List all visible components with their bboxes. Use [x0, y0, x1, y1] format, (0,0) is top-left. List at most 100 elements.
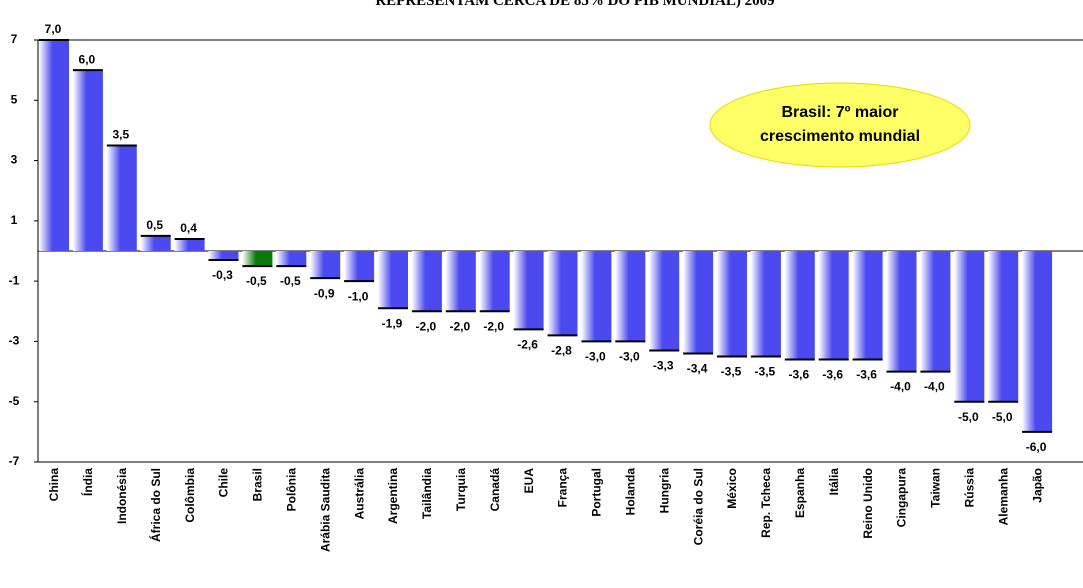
- bar: [411, 251, 442, 312]
- y-tick-label: 1: [11, 213, 18, 227]
- x-tick-label: Alemanha: [996, 468, 1010, 526]
- bar: [39, 40, 69, 251]
- value-label: -3,6: [788, 368, 809, 382]
- annotation-bubble: [709, 82, 971, 168]
- value-label: 0,4: [180, 221, 197, 235]
- value-label: -3,5: [755, 365, 776, 379]
- x-tick-label: Taiwan: [929, 468, 943, 508]
- x-tick-label: Portugal: [590, 468, 604, 517]
- value-label: -0,9: [314, 286, 335, 300]
- value-label: 6,0: [79, 52, 96, 66]
- value-label: -2,0: [416, 319, 437, 333]
- x-tick-label: Colômbia: [183, 468, 197, 523]
- bar: [140, 235, 171, 251]
- bar: [310, 251, 341, 279]
- bar: [276, 251, 307, 267]
- bar: [649, 251, 680, 351]
- value-label: -2,0: [483, 319, 504, 333]
- bar: [513, 251, 544, 330]
- bar: [547, 251, 578, 336]
- bar: [1022, 251, 1053, 432]
- y-tick-label: 3: [11, 153, 18, 167]
- bar: [717, 251, 747, 357]
- bar: [344, 251, 375, 282]
- value-label: -3,0: [619, 350, 640, 364]
- value-label: -5,0: [992, 410, 1013, 424]
- x-tick-label: Arábia Saudita: [318, 468, 332, 552]
- x-tick-label: Indonésia: [115, 468, 129, 524]
- value-label: -0,5: [280, 274, 301, 288]
- bar: [479, 251, 510, 312]
- value-label: -2,6: [517, 338, 538, 352]
- bar: [988, 251, 1019, 402]
- x-tick-label: Canadá: [488, 468, 502, 512]
- x-tick-label: Índia: [80, 468, 95, 496]
- bar: [852, 251, 883, 360]
- value-label: -4,0: [890, 380, 911, 394]
- x-tick-label: Chile: [217, 468, 231, 498]
- annotation: crescimento mundial: [760, 128, 920, 145]
- bar: [818, 251, 849, 360]
- x-tick-label: EUA: [522, 468, 536, 494]
- y-tick-label: -1: [9, 273, 20, 287]
- x-tick-label: China: [47, 468, 61, 502]
- value-label: -6,0: [1026, 440, 1047, 454]
- annotation: Brasil: 7º maior: [782, 104, 899, 121]
- x-tick-label: Tailândia: [420, 468, 434, 519]
- x-tick-label: Itália: [827, 468, 841, 496]
- x-tick-label: Holanda: [623, 468, 637, 516]
- bar: [750, 251, 781, 357]
- x-tick-label: Polônia: [284, 468, 298, 512]
- bar: [615, 251, 646, 342]
- x-tick-label: Hungria: [657, 468, 671, 514]
- value-label: -2,8: [551, 344, 572, 358]
- value-label: -1,0: [348, 289, 369, 303]
- value-label: -0,3: [212, 268, 233, 282]
- bar: [920, 251, 951, 372]
- value-label: -3,3: [653, 359, 674, 373]
- x-tick-label: Coréia do Sul: [691, 468, 705, 545]
- x-tick-label: Espanha: [793, 468, 807, 518]
- value-label: -4,0: [924, 380, 945, 394]
- x-tick-label: Cingapura: [895, 468, 909, 528]
- value-label: -2,0: [449, 319, 470, 333]
- bar: [784, 251, 815, 360]
- value-label: -3,4: [687, 362, 708, 376]
- bar: [378, 251, 408, 309]
- x-tick-label: Rep. Tcheca: [759, 468, 773, 538]
- bar: [106, 145, 137, 251]
- x-tick-label: Argentina: [386, 468, 400, 524]
- bar: [954, 251, 985, 402]
- bar: [683, 251, 714, 354]
- value-label: 7,0: [45, 22, 62, 36]
- x-tick-label: Rússia: [962, 468, 976, 508]
- value-label: -3,5: [721, 365, 742, 379]
- y-tick-label: 7: [11, 32, 18, 46]
- bar: [208, 251, 239, 261]
- x-tick-label: Austrália: [352, 468, 366, 520]
- bar: [886, 251, 917, 372]
- x-tick-label: África do Sul: [148, 468, 163, 542]
- value-label: 3,5: [112, 128, 129, 142]
- bar: [174, 238, 205, 251]
- bar: [72, 70, 103, 252]
- x-tick-label: México: [725, 468, 739, 509]
- y-tick-label: -5: [9, 394, 20, 408]
- x-tick-label: França: [556, 468, 570, 508]
- x-tick-label: Brasil: [251, 468, 265, 501]
- bar: [242, 251, 273, 267]
- y-tick-label: -3: [9, 334, 20, 348]
- x-tick-label: Turquia: [454, 468, 468, 511]
- bar: [581, 251, 612, 342]
- chart-title: REPRESENTAM CERCA DE 85% DO PIB MUNDIAL)…: [375, 0, 774, 9]
- value-label: -0,5: [246, 274, 267, 288]
- value-label: 0,5: [146, 218, 163, 232]
- bar: [445, 251, 476, 312]
- value-label: -1,9: [382, 316, 403, 330]
- x-tick-label: Japão: [1030, 468, 1044, 503]
- value-label: -3,6: [822, 368, 843, 382]
- value-label: -3,0: [585, 350, 606, 364]
- y-tick-label: -7: [9, 454, 20, 468]
- value-label: -3,6: [856, 368, 877, 382]
